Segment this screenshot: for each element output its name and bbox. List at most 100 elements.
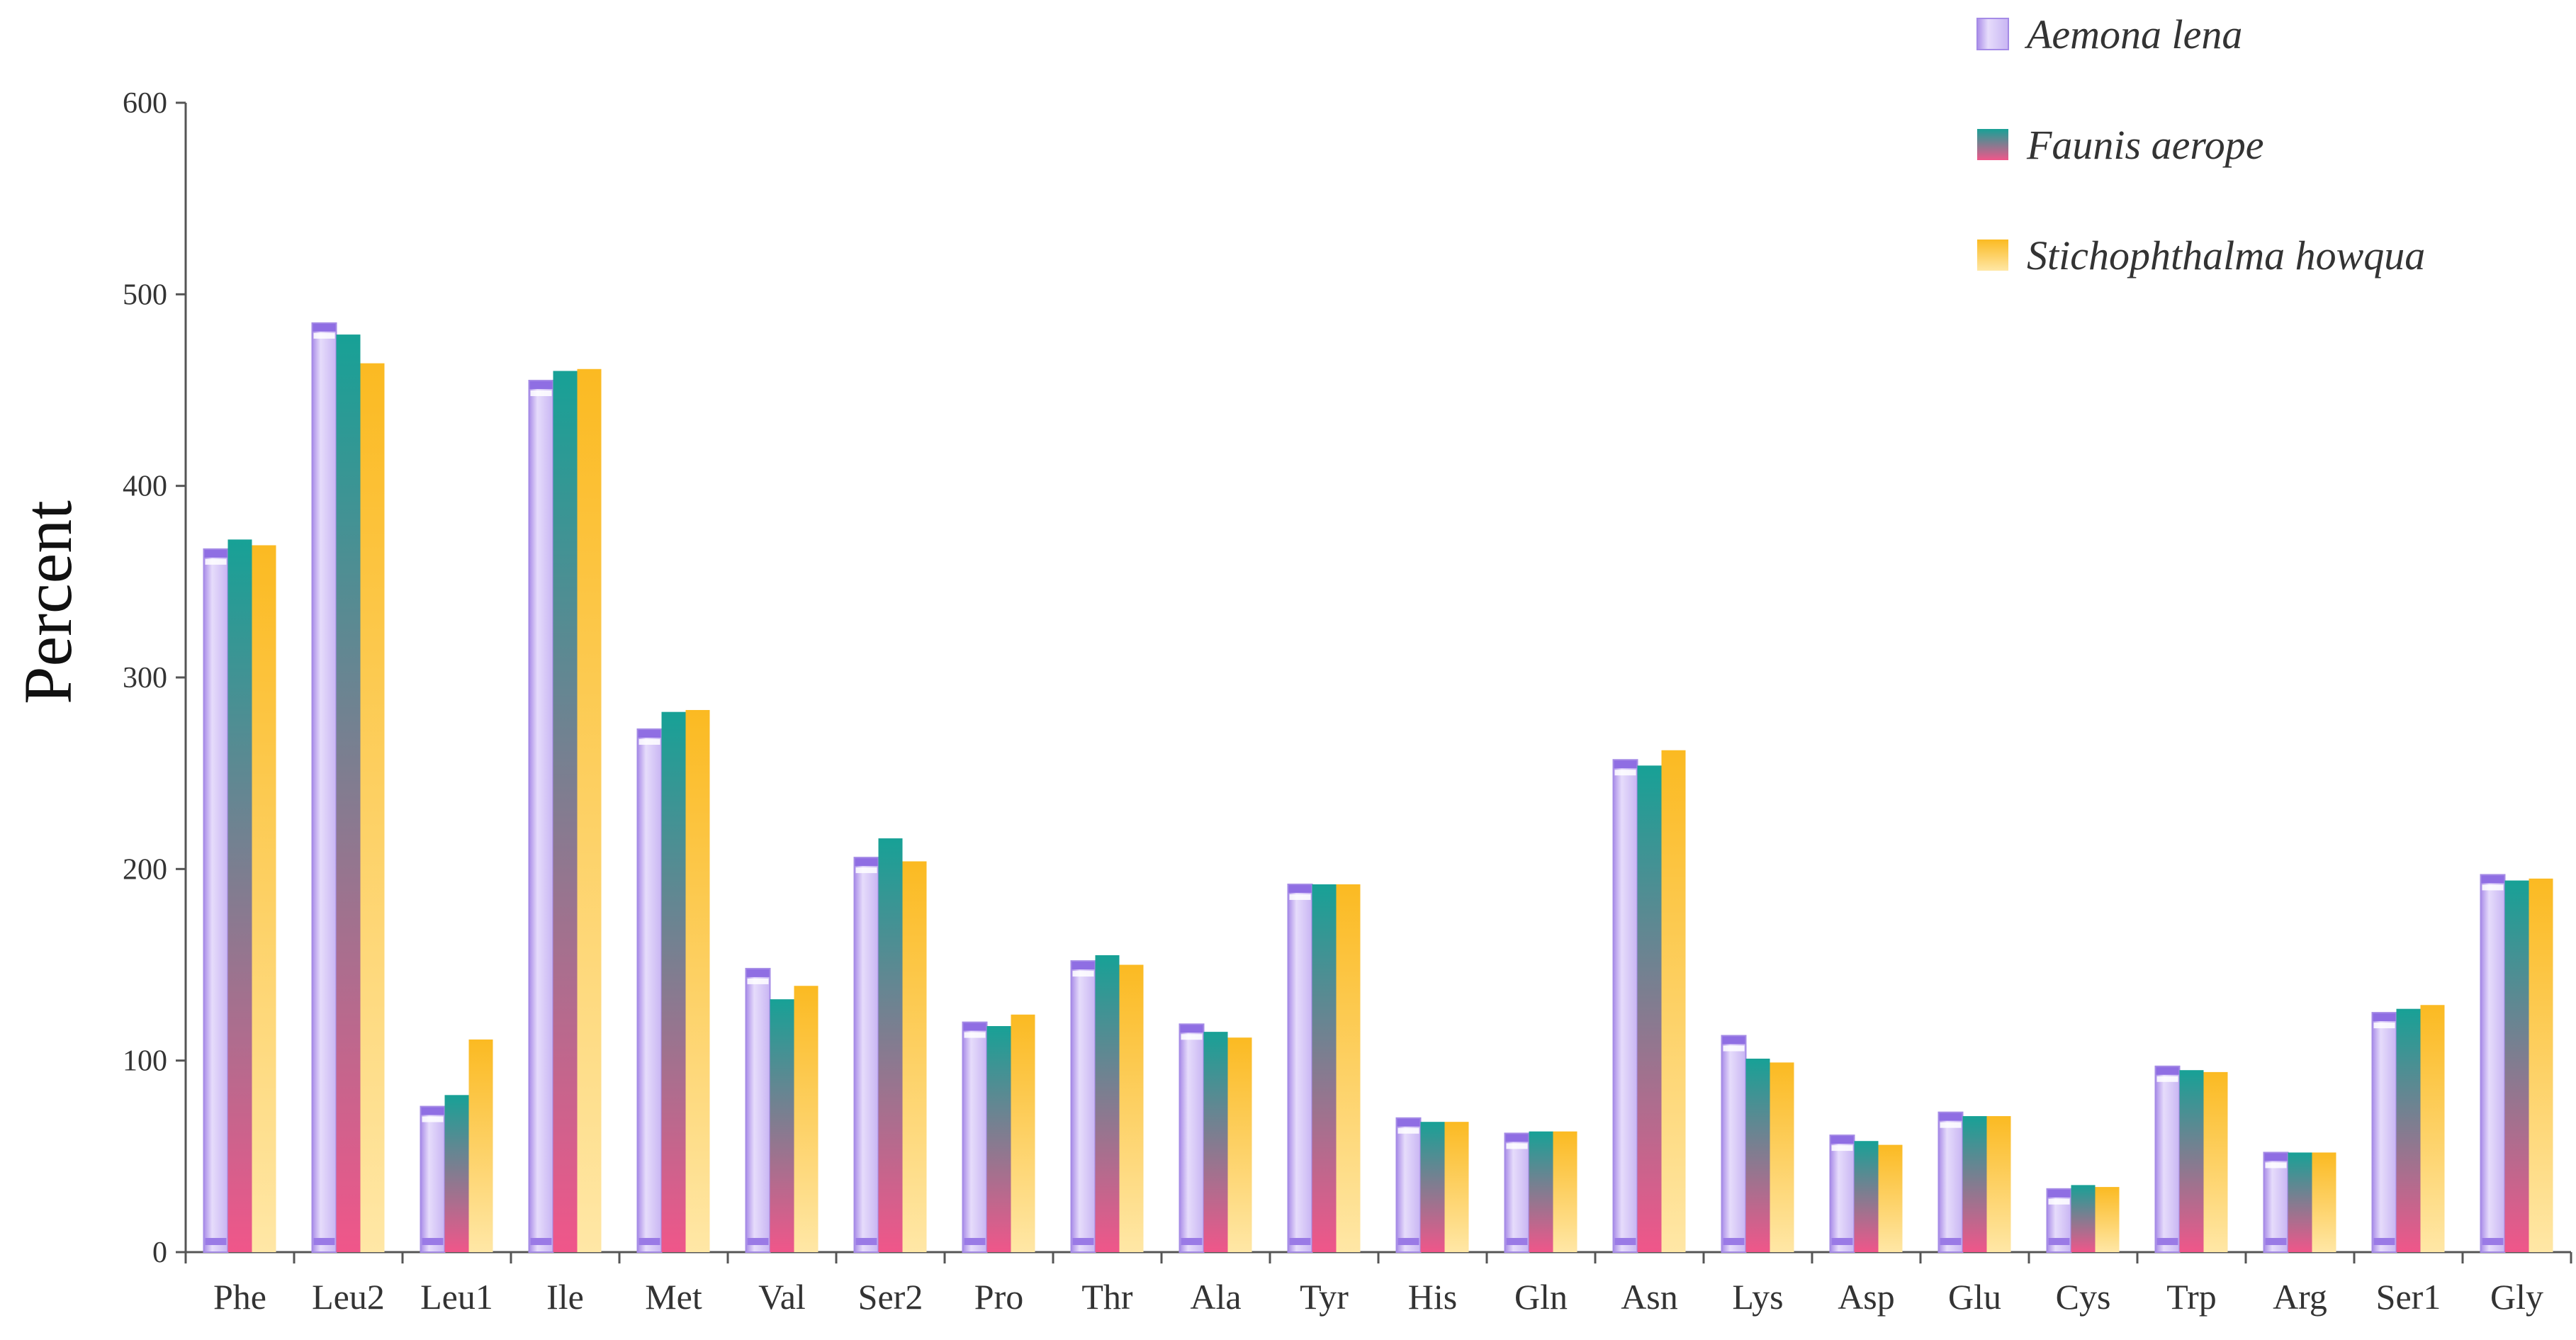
legend-swatch [1977,129,2008,160]
legend-swatch [1977,18,2008,50]
bar-faunis-aerope-cys [2071,1185,2096,1252]
y-tick-label: 600 [123,87,167,120]
x-tick-label: Glu [1948,1277,2001,1317]
legend-label: Faunis aerope [2026,122,2264,168]
bar-faunis-aerope-leu2 [336,334,361,1253]
legend-item: Faunis aerope [1977,122,2264,168]
bar-stichophthalma-howqua-ser2 [902,861,927,1252]
bar-faunis-aerope-lys [1745,1058,1770,1252]
legend-item: Aemona lena [1976,11,2242,57]
bar-aemona-lena-lys [1721,1035,1747,1253]
bar-aemona-lena-pro [962,1021,988,1253]
bar-faunis-aerope-gln [1529,1131,1553,1252]
x-tick-label: Thr [1081,1277,1133,1317]
bar-aemona-lena-thr [1070,960,1096,1254]
bars [203,322,2553,1254]
x-tick-label: Ile [546,1277,584,1317]
x-tick-label: Trp [2166,1277,2216,1317]
bar-faunis-aerope-thr [1095,955,1120,1252]
x-tick-label: Asp [1838,1277,1895,1317]
bar-stichophthalma-howqua-cys [2095,1187,2120,1252]
y-tick-label: 200 [123,853,167,886]
bar-faunis-aerope-ser1 [2396,1008,2421,1252]
bar-aemona-lena-arg [2263,1152,2289,1253]
x-tick-label: Phe [213,1277,266,1317]
bar-aemona-lena-ser1 [2371,1012,2397,1254]
y-axis-label: Percent [10,500,86,704]
bar-aemona-lena-ile [528,379,554,1254]
legend-label: Stichophthalma howqua [2027,232,2425,278]
bar-aemona-lena-asn [1612,759,1638,1253]
x-tick-label: Pro [974,1277,1023,1317]
bar-stichophthalma-howqua-ser1 [2420,1005,2445,1252]
bar-aemona-lena-asp [1829,1135,1855,1254]
bar-aemona-lena-phe [203,548,229,1253]
bar-stichophthalma-howqua-lys [1770,1062,1794,1252]
bar-stichophthalma-howqua-leu1 [468,1039,493,1252]
bar-stichophthalma-howqua-phe [252,545,276,1252]
bar-faunis-aerope-arg [2288,1152,2312,1252]
bar-stichophthalma-howqua-pro [1011,1014,1035,1252]
y-tick-label: 400 [123,471,167,503]
bar-aemona-lena-glu [1937,1111,1964,1253]
y-tick-label: 0 [152,1237,167,1269]
x-tick-label: Tyr [1300,1277,1349,1317]
bar-faunis-aerope-gly [2504,880,2529,1252]
bar-aemona-lena-gln [1504,1132,1530,1253]
x-tick-label: Lys [1732,1277,1783,1317]
bar-faunis-aerope-leu1 [444,1095,469,1252]
bar-stichophthalma-howqua-met [685,709,710,1252]
x-tick-label: Cys [2056,1277,2111,1317]
bar-aemona-lena-trp [2154,1065,2181,1253]
x-tick-label: Leu2 [312,1277,385,1317]
x-tick-label: Ser2 [858,1277,923,1317]
x-tick-label: Asn [1621,1277,1678,1317]
x-tick-label: His [1408,1277,1457,1317]
bar-stichophthalma-howqua-gln [1553,1131,1577,1252]
bar-aemona-lena-val [745,967,771,1253]
bar-faunis-aerope-ser2 [878,838,903,1252]
bar-faunis-aerope-tyr [1312,884,1337,1252]
bar-stichophthalma-howqua-tyr [1336,884,1361,1252]
bar-aemona-lena-his [1395,1117,1422,1254]
bar-aemona-lena-tyr [1287,883,1313,1253]
bar-aemona-lena-ala [1179,1023,1205,1253]
bar-stichophthalma-howqua-asp [1878,1144,1903,1252]
bar-stichophthalma-howqua-leu2 [360,363,385,1252]
x-tick-label: Arg [2273,1277,2327,1317]
bar-aemona-lena-ser2 [853,857,879,1253]
bar-aemona-lena-leu1 [420,1105,446,1253]
bar-aemona-lena-leu2 [311,322,337,1254]
bar-aemona-lena-cys [2046,1188,2072,1254]
bar-faunis-aerope-met [661,711,686,1252]
legend-item: Stichophthalma howqua [1977,232,2425,278]
y-tick-label: 500 [123,278,167,311]
legend-swatch [1977,240,2008,271]
bar-faunis-aerope-his [1420,1122,1445,1252]
bar-stichophthalma-howqua-gly [2529,878,2553,1252]
legend: Aemona lena Faunis aerope Stichophthalma h… [1976,11,2425,278]
bar-faunis-aerope-phe [227,539,252,1252]
bar-stichophthalma-howqua-ala [1227,1037,1252,1252]
x-tick-label: Ser1 [2376,1277,2441,1317]
bar-faunis-aerope-asn [1637,765,1662,1252]
x-tick-label: Met [645,1277,702,1317]
x-tick-label: Gly [2490,1277,2543,1317]
bar-aemona-lena-met [636,728,663,1253]
x-tick-label: Gln [1514,1277,1568,1317]
bar-faunis-aerope-ile [553,371,578,1252]
bar-stichophthalma-howqua-glu [1986,1116,2011,1252]
y-tick-label: 100 [123,1045,167,1078]
bar-aemona-lena-gly [2480,874,2506,1253]
bar-stichophthalma-howqua-ile [577,368,602,1252]
bar-stichophthalma-howqua-his [1444,1122,1469,1252]
bar-stichophthalma-howqua-val [794,986,819,1252]
legend-label: Aemona lena [2024,11,2242,57]
bar-stichophthalma-howqua-asn [1661,750,1686,1252]
bar-stichophthalma-howqua-trp [2203,1071,2228,1252]
axes: 0 100 200 300 400 500 600 Phe Leu2 Leu1 Ile Met Val S… [123,87,2572,1317]
bar-faunis-aerope-asp [1854,1141,1879,1252]
bar-faunis-aerope-val [770,999,794,1252]
